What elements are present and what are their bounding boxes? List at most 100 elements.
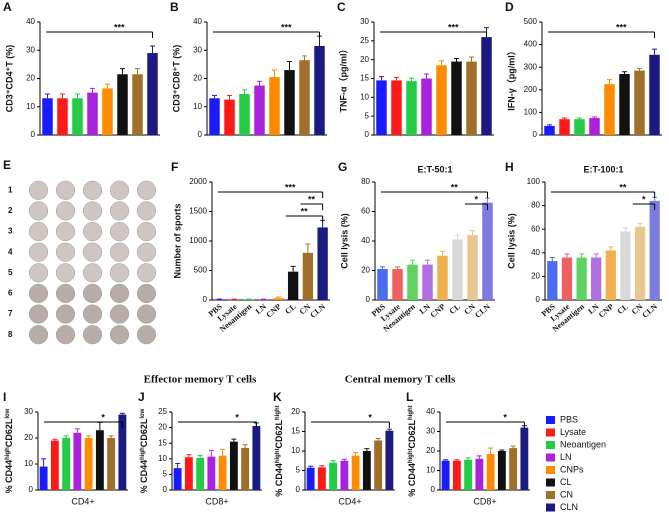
significance: ** (451, 182, 459, 192)
bar (421, 78, 432, 135)
bar (467, 235, 478, 300)
y-label-part: CD62L (274, 419, 284, 448)
y-tick-label: 0 (536, 295, 541, 304)
well (55, 283, 76, 303)
bar (385, 430, 394, 490)
y-label-part: high (5, 447, 11, 460)
legend-label: Neoantigen (560, 439, 606, 449)
well (109, 222, 130, 242)
bar (466, 61, 477, 135)
y-label-part: hight (408, 405, 414, 420)
significance: *** (281, 22, 292, 32)
bar (132, 74, 143, 135)
y-label-part: % CD44 (4, 460, 14, 494)
y-tick-label: 80 (531, 201, 540, 210)
bar (147, 53, 158, 136)
y-tick-label: 20 (291, 407, 300, 416)
well (109, 283, 130, 303)
legend-swatch (546, 416, 555, 424)
significance: * (368, 412, 372, 422)
row-label: 8 (8, 330, 13, 339)
bar (39, 466, 48, 490)
bar (306, 467, 315, 490)
significance: * (101, 412, 105, 422)
well (28, 325, 49, 345)
bar (464, 459, 473, 490)
y-tick-label: 10 (360, 92, 369, 101)
y-tick-label: 0 (198, 130, 203, 139)
well (82, 222, 103, 242)
panel-letter: A (3, 0, 12, 14)
legend-label: PBS (560, 414, 578, 424)
well (28, 283, 49, 303)
panel-letter: B (170, 0, 179, 14)
bar (284, 70, 295, 135)
x-tick-label: CNP (429, 302, 447, 320)
bar (634, 70, 645, 135)
y-axis-label: CD3⁺CD4⁺T (%) (4, 45, 14, 113)
bar (273, 298, 284, 300)
bar (95, 430, 104, 490)
y-label-part: high (140, 447, 146, 460)
y-axis-label: % CD44highCD62Llow (139, 408, 149, 493)
panel-letter: H (505, 160, 514, 174)
y-axis-label: Number of sports (172, 203, 182, 278)
significance: ** (308, 194, 316, 204)
bar (196, 457, 205, 490)
well (82, 180, 103, 200)
y-tick-label: 0 (296, 485, 301, 494)
well (28, 263, 49, 283)
bar (481, 37, 492, 135)
bar (509, 448, 518, 490)
x-tick-label: CLN (473, 302, 492, 320)
legend-label: Lysate (560, 427, 586, 437)
significance: ** (619, 182, 627, 192)
y-label-part: hight (275, 405, 281, 420)
bar (314, 46, 325, 136)
bar (117, 74, 128, 135)
legend-label: LN (560, 452, 572, 462)
y-tick-label: 10 (26, 102, 35, 111)
well (55, 263, 76, 283)
well (136, 180, 157, 200)
bar (475, 458, 484, 490)
well (136, 222, 157, 242)
y-tick-label: 400 (524, 40, 538, 49)
legend-label: CLN (560, 502, 578, 512)
y-tick-label: 0 (203, 295, 208, 304)
y-axis-label: IFN-γ（pg/ml） (506, 46, 516, 111)
significance: * (474, 194, 478, 204)
bar (317, 227, 328, 300)
bar (214, 299, 225, 300)
legend-label: CL (560, 477, 572, 487)
panel-letter: E (3, 158, 11, 172)
panel-letter: C (337, 0, 346, 14)
y-label-part: hight (275, 449, 281, 464)
y-tick-label: 5 (163, 470, 168, 479)
panel-letter: D (505, 0, 514, 14)
y-tick-label: 0 (29, 485, 34, 494)
bar (340, 460, 349, 490)
y-tick-label: 60 (361, 207, 370, 216)
y-tick-label: 20 (361, 266, 370, 275)
chart-title: E:T-50:1 (417, 164, 452, 174)
y-tick-label: 30 (426, 427, 435, 436)
y-tick-label: 15 (158, 438, 167, 447)
y-tick-label: 40 (531, 248, 540, 257)
significance: * (503, 412, 507, 422)
bar (544, 125, 555, 135)
row-label: 1 (8, 185, 13, 194)
x-tick-label: CNP (264, 302, 282, 320)
y-tick-label: 15 (360, 74, 369, 83)
well (82, 242, 103, 262)
bar (591, 257, 602, 300)
panel-letter: F (171, 160, 178, 174)
y-axis-label: % CD44hightCD62Lhight (407, 405, 417, 496)
well (136, 242, 157, 262)
y-tick-label: 10 (193, 102, 202, 111)
y-label-part: CD62L (139, 418, 149, 447)
bar (574, 119, 585, 135)
bar (482, 202, 493, 300)
y-tick-label: 0 (533, 130, 538, 139)
